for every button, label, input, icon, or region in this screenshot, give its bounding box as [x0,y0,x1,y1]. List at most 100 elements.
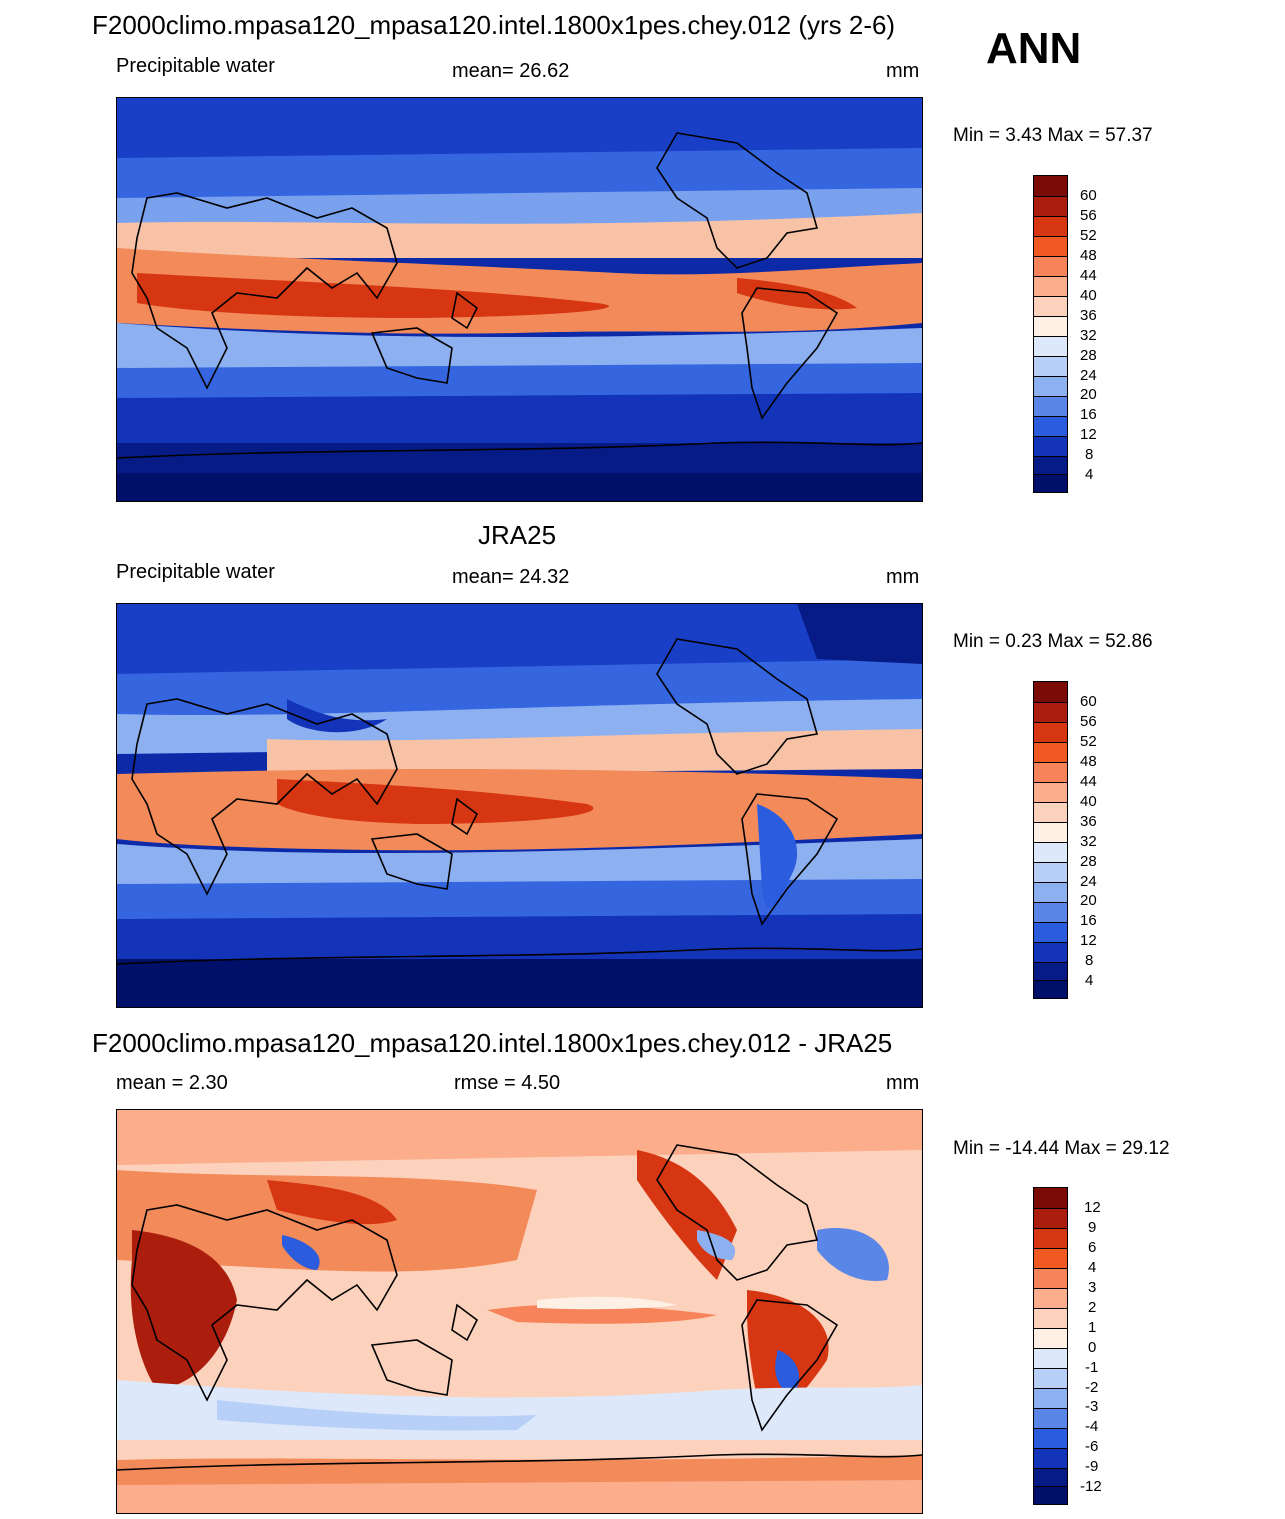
colorbar-label: 28 [1080,853,1097,870]
colorbar-swatch [1034,336,1067,356]
colorbar-swatch [1034,762,1067,782]
colorbar-swatch [1034,782,1067,802]
colorbar-swatch [1034,1348,1067,1368]
colorbar-label: 60 [1080,693,1097,710]
colorbar-label: 32 [1080,833,1097,850]
colorbar-label: 16 [1080,912,1097,929]
colorbar-label: -3 [1085,1398,1099,1415]
colorbar-swatch [1034,1228,1067,1248]
panel-1-units: mm [886,60,920,82]
colorbar-label: 52 [1080,227,1097,244]
colorbar-swatch [1034,1188,1067,1208]
colorbar-swatch [1034,862,1067,882]
colorbar-label: 6 [1088,1239,1097,1256]
panel-3-mean-label: mean = 2.30 [116,1072,228,1094]
colorbar-swatch [1034,236,1067,256]
colorbar-swatch [1034,1208,1067,1228]
colorbar-label: 32 [1080,327,1097,344]
colorbar-label: -6 [1085,1438,1099,1455]
colorbar-swatch [1034,1328,1067,1348]
colorbar-label: 48 [1080,753,1097,770]
colorbar-swatch [1034,962,1067,980]
colorbar-swatch [1034,1468,1067,1486]
colorbar-label: 4 [1085,972,1094,989]
colorbar-label: 56 [1080,713,1097,730]
colorbar-swatch [1034,1486,1067,1504]
colorbar-swatch [1034,416,1067,436]
panel-1-variable-label: Precipitable water [116,55,275,77]
colorbar-swatch [1034,1288,1067,1308]
panel-3-map [116,1109,923,1514]
colorbar-swatch [1034,296,1067,316]
panel-1-map-field [117,98,922,501]
colorbar-swatch [1034,722,1067,742]
colorbar-swatch [1034,196,1067,216]
panel-2-units: mm [886,566,920,588]
season-label: ANN [986,24,1082,73]
colorbar-swatch [1034,1388,1067,1408]
panel-1-title: F2000climo.mpasa120_mpasa120.intel.1800x… [92,10,896,40]
colorbar-label: 56 [1080,207,1097,224]
colorbar-label: 1 [1088,1319,1097,1336]
colorbar-swatch [1034,356,1067,376]
colorbar-swatch [1034,980,1067,998]
colorbar-label: 12 [1084,1199,1101,1216]
colorbar-swatch [1034,1408,1067,1428]
panel-3-map-field [117,1110,922,1513]
colorbar-label: 24 [1080,367,1097,384]
colorbar-swatch [1034,276,1067,296]
colorbar-swatch [1034,702,1067,722]
colorbar-swatch [1034,942,1067,962]
panel-2-title: JRA25 [478,520,557,550]
colorbar-swatch [1034,802,1067,822]
colorbar-swatch [1034,882,1067,902]
colorbar-swatch [1034,474,1067,492]
colorbar-label: 40 [1080,287,1097,304]
colorbar-label: 12 [1080,426,1097,443]
colorbar-label: 28 [1080,347,1097,364]
panel-3-units: mm [886,1072,920,1094]
colorbar-label: 12 [1080,932,1097,949]
panel-3-title: F2000climo.mpasa120_mpasa120.intel.1800x… [92,1028,893,1058]
colorbar-label: 0 [1088,1339,1097,1356]
colorbar-label: 2 [1088,1299,1097,1316]
colorbar-label: 44 [1080,773,1097,790]
colorbar-swatch [1034,1248,1067,1268]
colorbar-swatch [1034,1268,1067,1288]
colorbar-swatch [1034,682,1067,702]
colorbar-label: 36 [1080,813,1097,830]
colorbar-label: 36 [1080,307,1097,324]
colorbar-swatch [1034,436,1067,456]
colorbar-label: 20 [1080,892,1097,909]
panel-2-mean-label: mean= 24.32 [452,566,570,588]
colorbar-swatch [1034,396,1067,416]
panel-2-map [116,603,923,1008]
colorbar-label: -2 [1085,1379,1099,1396]
colorbar-swatch [1034,922,1067,942]
panel-1-minmax: Min = 3.43 Max = 57.37 [953,125,1153,146]
colorbar-label: 24 [1080,873,1097,890]
panel-1-colorbar [1033,175,1068,493]
colorbar-label: 9 [1088,1219,1097,1236]
colorbar-label: 48 [1080,247,1097,264]
colorbar-label: 16 [1080,406,1097,423]
colorbar-swatch [1034,176,1067,196]
colorbar-swatch [1034,216,1067,236]
colorbar-label: -9 [1085,1458,1099,1475]
colorbar-label: 8 [1085,446,1094,463]
colorbar-label: 8 [1085,952,1094,969]
colorbar-swatch [1034,1368,1067,1388]
colorbar-label: 44 [1080,267,1097,284]
colorbar-swatch [1034,1308,1067,1328]
colorbar-swatch [1034,1428,1067,1448]
colorbar-swatch [1034,1448,1067,1468]
panel-1-map [116,97,923,502]
colorbar-swatch [1034,902,1067,922]
colorbar-label: 4 [1088,1259,1097,1276]
colorbar-swatch [1034,842,1067,862]
colorbar-label: -4 [1085,1418,1099,1435]
panel-2-colorbar [1033,681,1068,999]
colorbar-swatch [1034,376,1067,396]
colorbar-label: -1 [1085,1359,1099,1376]
colorbar-label: 60 [1080,187,1097,204]
